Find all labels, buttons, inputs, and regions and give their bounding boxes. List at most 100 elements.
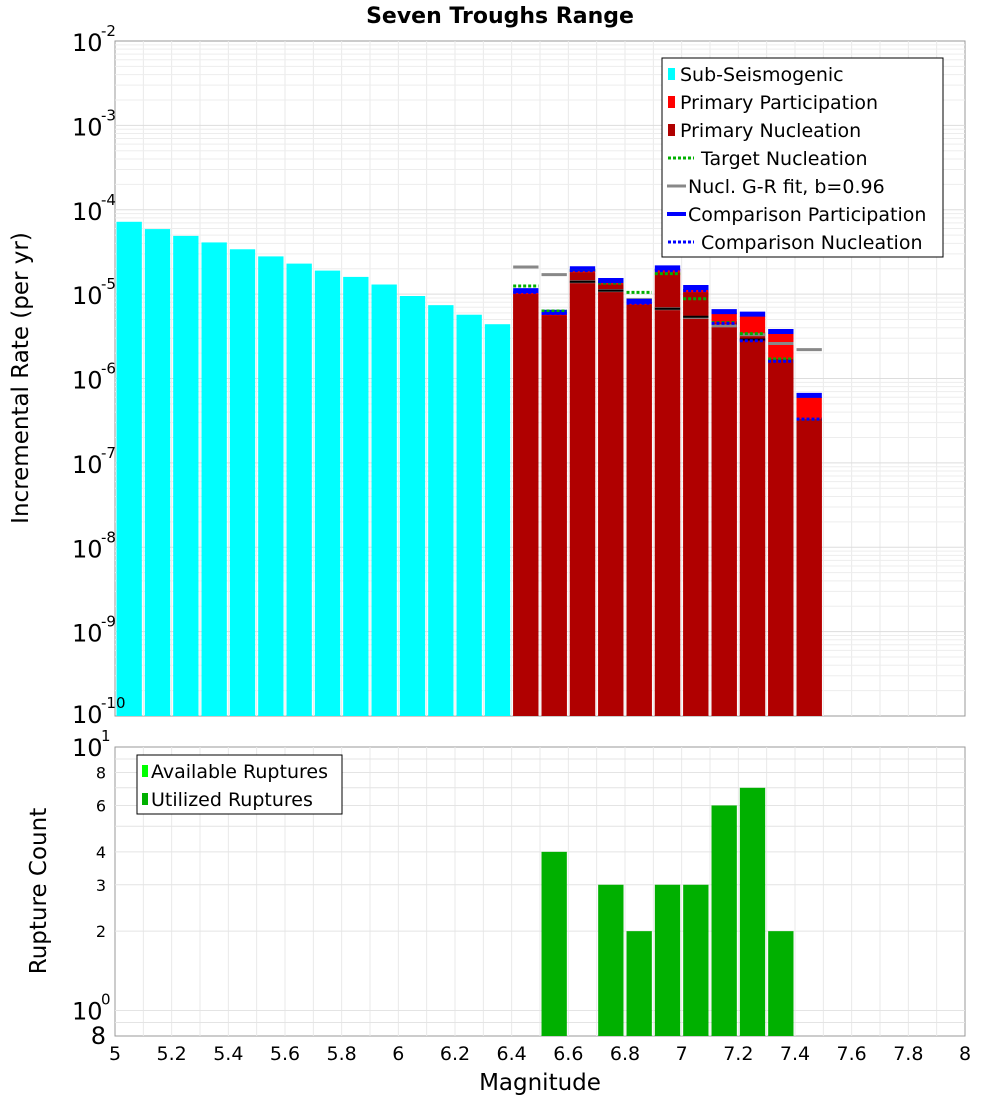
- legend-swatch: [668, 96, 675, 108]
- x-tick-label: 5.6: [270, 1043, 300, 1065]
- legend-swatch: [668, 68, 675, 80]
- rate-y-tick-label: 10: [72, 701, 103, 729]
- utilized-ruptures-bar: [626, 931, 652, 1036]
- x-tick-label: 7: [676, 1043, 688, 1065]
- count-y-tick-label: 10: [72, 734, 103, 762]
- count-y-tick-label: 6: [96, 796, 106, 815]
- x-ticks: 5 5.2 5.4 5.6 5.8 6 6.2 6.4 6.6 6.8 7 7.2 7.4 7.6 7.8 8: [109, 1043, 971, 1065]
- sub-seismogenic-bar: [173, 235, 199, 716]
- legend-label: Sub-Seismogenic: [680, 64, 844, 86]
- rate-legend-box: [661, 57, 944, 258]
- sub-seismogenic-bar: [258, 256, 284, 716]
- nucleation-bar: [569, 272, 596, 716]
- legend-label: Comparison Nucleation: [701, 232, 923, 254]
- sub-seismogenic-bar: [229, 249, 256, 716]
- x-tick-label: 6.8: [610, 1043, 640, 1065]
- count-y-tick-label: 2: [96, 922, 106, 941]
- count-y-tick-label: 3: [96, 876, 106, 895]
- nucleation-bar: [513, 294, 539, 716]
- x-tick-label: 6.6: [553, 1043, 583, 1065]
- count-y-tick-exponent: 0: [101, 990, 111, 1008]
- sub-seismogenic-bar: [428, 305, 454, 716]
- sub-seismogenic-bar: [201, 242, 227, 716]
- legend-label: Comparison Participation: [688, 204, 926, 226]
- rate-y-tick-exponent: -5: [101, 275, 116, 293]
- rate-y-axis-label: Incremental Rate (per yr): [8, 232, 34, 524]
- utilized-ruptures-bar: [654, 884, 681, 1036]
- count-y-tick-label: 4: [96, 843, 106, 862]
- nucleation-bar: [796, 419, 822, 716]
- x-tick-label: 6: [392, 1043, 404, 1065]
- utilized-ruptures-bar: [541, 851, 567, 1036]
- utilized-ruptures-bar: [598, 884, 624, 1036]
- nucleation-bar: [739, 334, 766, 716]
- x-axis-label: Magnitude: [479, 1070, 601, 1096]
- x-tick-label: 6.4: [497, 1043, 527, 1065]
- legend-swatch: [142, 765, 148, 777]
- count-y-tick-label: 10: [72, 997, 103, 1025]
- sub-seismogenic-bar: [286, 263, 312, 716]
- legend-label: Utilized Ruptures: [151, 789, 313, 811]
- sub-seismogenic-bar: [116, 221, 142, 716]
- legend-label: Primary Nucleation: [680, 120, 861, 142]
- x-tick-label: 6.2: [440, 1043, 470, 1065]
- sub-seismogenic-bar: [314, 270, 341, 716]
- x-tick-label: 7.2: [723, 1043, 753, 1065]
- rate-bars: [116, 221, 822, 717]
- nucleation-bar: [598, 284, 624, 716]
- legend-label: Primary Participation: [680, 92, 878, 114]
- rate-y-tick-exponent: -3: [101, 106, 116, 124]
- rate-y-tick-exponent: -9: [101, 613, 116, 631]
- count-bars: [541, 787, 794, 1036]
- rate-y-tick-exponent: -7: [101, 444, 116, 462]
- rate-y-tick-exponent: -2: [101, 22, 116, 40]
- rate-markers: [513, 265, 822, 421]
- rate-y-tick-label: 10: [72, 113, 103, 141]
- rate-y-tick-label: 10: [72, 29, 103, 57]
- utilized-ruptures-bar: [683, 884, 709, 1036]
- x-tick-label: 7.8: [893, 1043, 923, 1065]
- x-tick-label: 5.8: [327, 1043, 357, 1065]
- nucleation-bar: [768, 359, 794, 716]
- nucleation-bar: [541, 315, 567, 716]
- x-tick-label: 5.4: [213, 1043, 243, 1065]
- nucleation-bar: [711, 323, 737, 716]
- rate-y-tick-exponent: -6: [101, 360, 116, 378]
- legend-label: Nucl. G-R fit, b=0.96: [688, 176, 885, 198]
- sub-seismogenic-bar: [484, 324, 511, 716]
- count-legend-box: [136, 754, 343, 815]
- sub-seismogenic-bar: [371, 284, 397, 716]
- rate-y-tick-label: 10: [72, 367, 103, 395]
- legend-label: Available Ruptures: [151, 761, 328, 783]
- utilized-ruptures-bar: [739, 787, 766, 1036]
- x-tick-label: 8: [959, 1043, 971, 1065]
- sub-seismogenic-bar: [343, 276, 369, 716]
- sub-seismogenic-bar: [144, 229, 171, 717]
- rate-gridlines: [115, 41, 965, 716]
- rate-y-tick-label: 10: [72, 620, 103, 648]
- x-tick-label: 7.4: [780, 1043, 810, 1065]
- x-tick-label: 5.2: [157, 1043, 187, 1065]
- nucleation-bar: [626, 304, 652, 716]
- nucleation-bar: [683, 292, 709, 716]
- rate-y-tick-label: 10: [72, 198, 103, 226]
- legend-swatch: [142, 793, 148, 805]
- sub-seismogenic-bar: [399, 296, 426, 716]
- sub-seismogenic-bar: [456, 314, 482, 716]
- x-tick-label: 7.6: [837, 1043, 867, 1065]
- count-legend: Available Ruptures Utilized Ruptures: [136, 754, 343, 815]
- count-y-tick-label: 8: [91, 1022, 106, 1050]
- rate-y-tick-label: 10: [72, 282, 103, 310]
- rate-y-tick-exponent: -8: [101, 528, 116, 546]
- legend-swatch: [668, 124, 675, 136]
- count-y-tick-exponent: 1: [101, 727, 111, 745]
- count-y-axis-label: Rupture Count: [26, 808, 52, 974]
- rate-y-tick-exponent: -10: [101, 694, 126, 712]
- x-tick-label: 5: [109, 1043, 121, 1065]
- rate-y-tick-label: 10: [72, 535, 103, 563]
